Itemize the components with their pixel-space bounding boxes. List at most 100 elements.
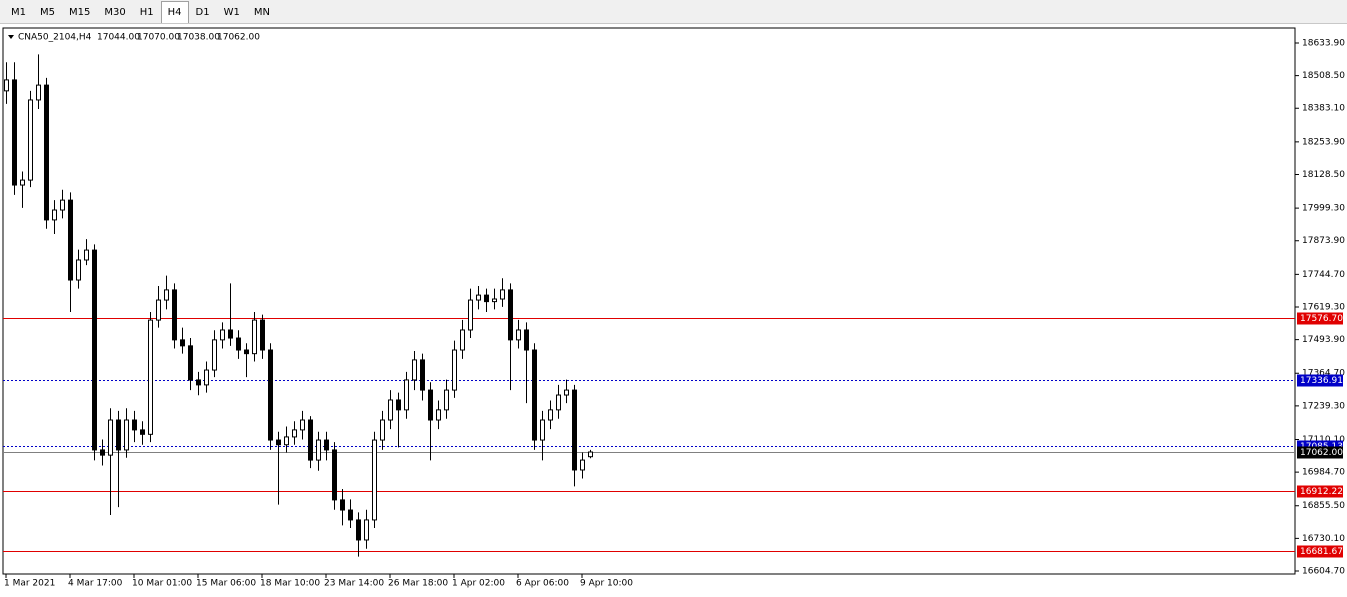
candle-body: [196, 379, 201, 386]
candle-body: [244, 349, 249, 355]
timeframe-tab[interactable]: H1: [139, 7, 154, 18]
candle-body: [412, 359, 417, 381]
level-label-bg: [1297, 446, 1343, 459]
candle-body: [228, 329, 233, 339]
candle-body: [260, 319, 265, 351]
chart: CNA50_2104,H4 17044.0017070.0017038.0017…: [2, 27, 1345, 589]
timeframe-tab[interactable]: M30: [104, 7, 126, 18]
candle-body: [516, 329, 521, 341]
timeframe-tab[interactable]: W1: [223, 7, 240, 18]
candle-body: [564, 389, 569, 396]
candle-body: [100, 449, 105, 456]
header-ohlc: 17044.00: [97, 33, 140, 43]
menu-arrow: [8, 35, 14, 39]
y-tick-label: 16984.70: [1302, 468, 1345, 478]
candle-body: [484, 294, 489, 303]
level-label-bg: [1297, 485, 1343, 498]
timeframe-tab[interactable]: M1: [11, 7, 26, 18]
x-tick-label: 6 Apr 06:00: [516, 579, 569, 589]
y-tick-label: 17364.70: [1302, 369, 1345, 379]
candle-body: [436, 409, 441, 421]
header-ohlc: 17070.00: [137, 33, 180, 43]
level-label: 16912.22: [1300, 487, 1343, 497]
y-tick-label: 17110.10: [1302, 435, 1345, 445]
candle-body: [356, 519, 361, 541]
y-tick-label: 18128.50: [1302, 170, 1345, 180]
candle-body: [372, 439, 377, 521]
candle-body: [468, 299, 473, 331]
candle-body: [396, 399, 401, 411]
candle-body: [404, 379, 409, 411]
candle-body: [292, 429, 297, 438]
level-label: 16681.67: [1300, 547, 1343, 557]
candle-body: [300, 419, 305, 431]
y-tick-label: 18508.50: [1302, 71, 1345, 81]
candle-body: [132, 419, 137, 431]
level-label: 17336.91: [1300, 376, 1343, 386]
candle-body: [68, 199, 73, 281]
x-tick-label: 26 Mar 18:00: [388, 579, 448, 589]
candle-body: [580, 459, 585, 471]
candle-body: [492, 298, 497, 303]
y-tick-label: 18383.10: [1302, 104, 1345, 114]
candle-body: [44, 84, 49, 221]
candle-body: [308, 419, 313, 461]
candle-body: [420, 359, 425, 391]
level-label: 17062.00: [1300, 448, 1343, 458]
candle-body: [540, 419, 545, 441]
candle-body: [60, 199, 65, 211]
y-tick-label: 17999.30: [1302, 204, 1345, 214]
timeframe-tab[interactable]: MN: [253, 7, 270, 18]
candle-body: [324, 439, 329, 451]
candle-body: [36, 84, 41, 101]
candle-body: [180, 339, 185, 347]
timeframe-tab[interactable]: M15: [69, 7, 91, 18]
candle-body: [172, 289, 177, 341]
timeframe-tab[interactable]: M5: [40, 7, 55, 18]
candle-body: [108, 419, 113, 456]
candle-body: [276, 439, 281, 446]
candle-body: [116, 419, 121, 451]
candle-body: [444, 389, 449, 411]
y-tick-label: 17493.90: [1302, 335, 1345, 345]
x-tick-label: 1 Mar 2021: [4, 579, 55, 589]
candle-body: [76, 259, 81, 281]
level-label-bg: [1297, 545, 1343, 558]
candle-body: [532, 349, 537, 441]
level-label: 17576.70: [1300, 314, 1343, 324]
candle-body: [156, 299, 161, 321]
candle-body: [12, 79, 17, 186]
timeframe-tab[interactable]: D1: [195, 7, 210, 18]
candle-body: [508, 289, 513, 341]
candle-body: [284, 436, 289, 446]
timeframe-tab[interactable]: H4: [160, 1, 189, 23]
level-label-bg: [1297, 312, 1343, 325]
candle-body: [572, 389, 577, 471]
header-ohlc: 17038.00: [177, 33, 220, 43]
level-label-bg: [1297, 374, 1343, 387]
x-tick-label: 9 Apr 10:00: [580, 579, 633, 589]
candle-body: [316, 439, 321, 461]
candle-body: [204, 369, 209, 386]
candle-body: [588, 451, 593, 458]
candle-body: [52, 209, 57, 221]
header-ohlc: 17062.00: [217, 33, 260, 43]
candle-body: [428, 389, 433, 421]
candle-body: [124, 419, 129, 451]
plot-frame: [2, 27, 1296, 575]
x-tick-label: 10 Mar 01:00: [132, 579, 192, 589]
y-tick-label: 17619.30: [1302, 302, 1345, 312]
candle-body: [556, 394, 561, 411]
candle-body: [220, 329, 225, 341]
candle-body: [4, 79, 9, 92]
candle-body: [548, 409, 553, 421]
y-tick-label: 16730.10: [1302, 534, 1345, 544]
candle-body: [268, 349, 273, 441]
y-tick-label: 17239.30: [1302, 401, 1345, 411]
y-tick-label: 17873.90: [1302, 236, 1345, 246]
candle-body: [84, 249, 89, 261]
candle-body: [460, 329, 465, 351]
candle-body: [524, 329, 529, 351]
candle-body: [332, 449, 337, 501]
